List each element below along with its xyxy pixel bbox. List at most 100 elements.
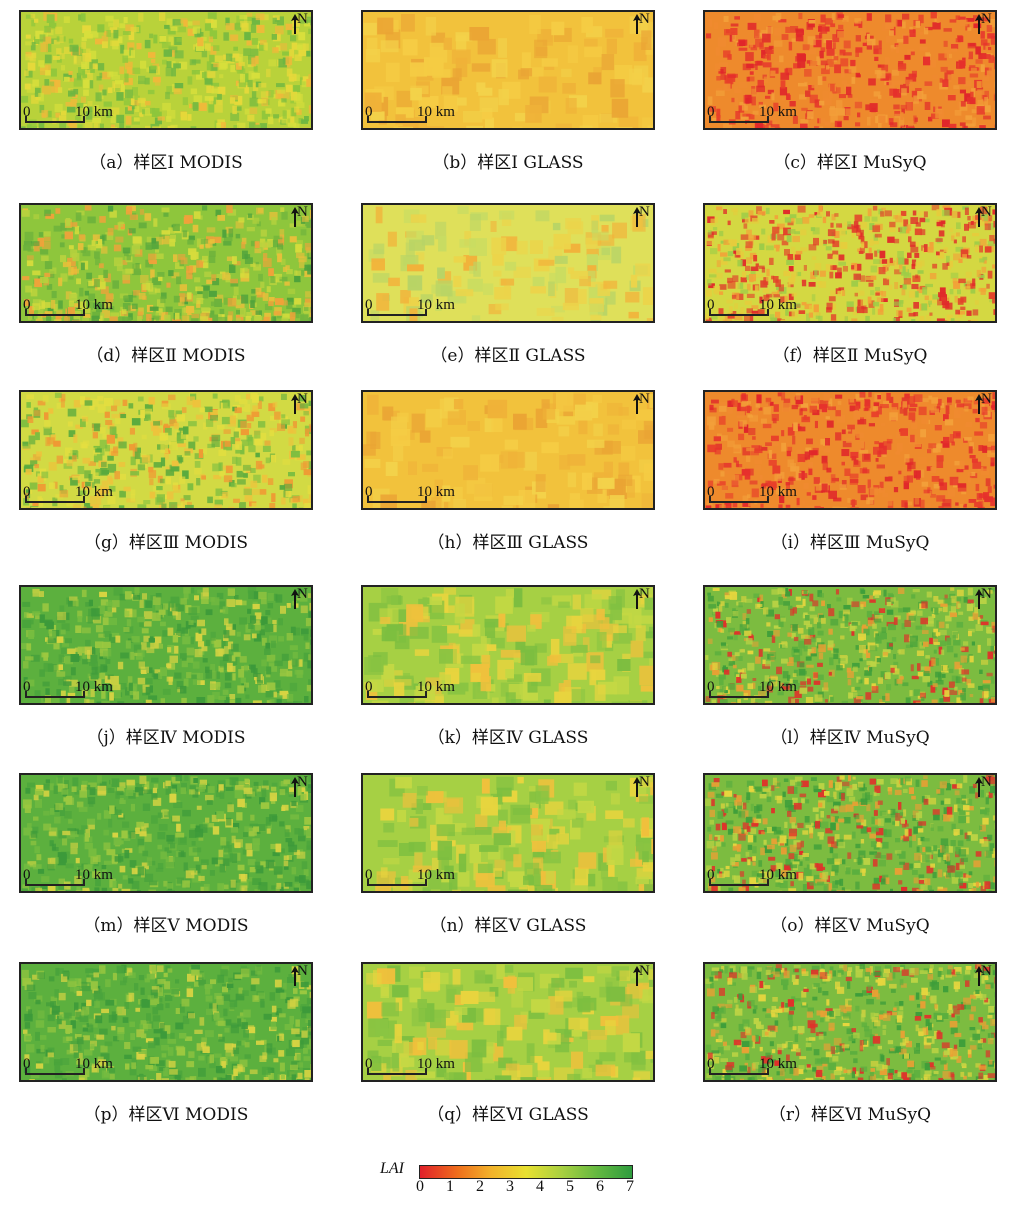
scale-bar-line	[709, 501, 769, 503]
scale-bar-line	[709, 1068, 711, 1074]
scale-zero-label: 0	[707, 1056, 715, 1072]
legend-tick: 4	[536, 1178, 544, 1195]
north-arrow: N	[633, 12, 651, 36]
scale-bar-line	[83, 879, 85, 885]
north-arrow-icon	[633, 966, 641, 986]
legend-label: LAI	[380, 1160, 404, 1177]
scale-bar: 0 10 km	[23, 1056, 143, 1078]
scale-zero-label: 0	[365, 297, 373, 313]
scale-zero-label: 0	[23, 297, 31, 313]
scale-bar-line	[367, 691, 369, 697]
scale-zero-label: 0	[23, 1056, 31, 1072]
scale-bar-line	[83, 496, 85, 502]
north-label: N	[639, 391, 650, 407]
scale-distance-label: 10 km	[759, 297, 797, 313]
scale-distance-label: 10 km	[417, 679, 455, 695]
lai-raster	[705, 12, 995, 128]
map-panel: N 0 10 km （g）样区Ⅲ MODIS	[19, 390, 313, 553]
lai-raster	[363, 964, 653, 1080]
lai-raster	[705, 205, 995, 321]
scale-bar: 0 10 km	[707, 104, 827, 126]
scale-bar-line	[367, 696, 427, 698]
north-arrow: N	[975, 964, 993, 988]
scale-distance-label: 10 km	[417, 1056, 455, 1072]
north-label: N	[981, 774, 992, 790]
scale-zero-label: 0	[365, 867, 373, 883]
north-arrow-icon	[975, 14, 983, 34]
panel-caption: （l）样区Ⅳ MuSyQ	[770, 728, 930, 748]
north-label: N	[981, 204, 992, 220]
lai-raster	[363, 775, 653, 891]
scale-bar-line	[425, 496, 427, 502]
north-arrow: N	[975, 587, 993, 611]
scale-distance-label: 10 km	[759, 1056, 797, 1072]
north-arrow: N	[975, 775, 993, 799]
north-label: N	[981, 586, 992, 602]
scale-bar-line	[767, 691, 769, 697]
north-arrow-icon	[633, 394, 641, 414]
scale-bar: 0 10 km	[365, 679, 485, 701]
north-arrow-icon	[975, 394, 983, 414]
north-arrow: N	[633, 775, 651, 799]
scale-distance-label: 10 km	[75, 484, 113, 500]
panel-caption: （r）样区Ⅵ MuSyQ	[768, 1105, 932, 1125]
lai-map-image: N 0 10 km	[19, 773, 313, 893]
scale-zero-label: 0	[707, 484, 715, 500]
panel-caption: （a）样区Ⅰ MODIS	[89, 153, 243, 173]
north-label: N	[981, 963, 992, 979]
map-panel: N 0 10 km （d）样区Ⅱ MODIS	[19, 203, 313, 366]
scale-bar: 0 10 km	[365, 484, 485, 506]
north-label: N	[981, 11, 992, 27]
north-arrow-icon	[975, 966, 983, 986]
map-panel: N 0 10 km （n）样区Ⅴ GLASS	[361, 773, 655, 936]
scale-bar-line	[25, 696, 85, 698]
scale-zero-label: 0	[365, 1056, 373, 1072]
scale-zero-label: 0	[365, 484, 373, 500]
scale-distance-label: 10 km	[417, 104, 455, 120]
scale-bar-line	[709, 1073, 769, 1075]
north-arrow: N	[291, 392, 309, 416]
panel-caption: （h）样区Ⅲ GLASS	[427, 533, 589, 553]
scale-distance-label: 10 km	[417, 297, 455, 313]
scale-zero-label: 0	[707, 297, 715, 313]
scale-bar-line	[767, 309, 769, 315]
scale-bar-line	[83, 116, 85, 122]
scale-zero-label: 0	[23, 104, 31, 120]
scale-bar-line	[709, 496, 711, 502]
lai-raster	[21, 964, 311, 1080]
lai-raster	[363, 587, 653, 703]
lai-raster	[705, 775, 995, 891]
scale-bar-line	[367, 309, 369, 315]
scale-bar: 0 10 km	[707, 679, 827, 701]
lai-map-image: N 0 10 km	[19, 10, 313, 130]
lai-map-image: N 0 10 km	[19, 390, 313, 510]
north-arrow-icon	[291, 589, 299, 609]
scale-bar-line	[25, 496, 27, 502]
scale-bar-line	[83, 691, 85, 697]
lai-map-image: N 0 10 km	[703, 773, 997, 893]
north-arrow: N	[291, 775, 309, 799]
scale-bar-line	[709, 691, 711, 697]
lai-raster	[363, 392, 653, 508]
lai-map-image: N 0 10 km	[361, 773, 655, 893]
north-arrow: N	[291, 12, 309, 36]
scale-bar: 0 10 km	[707, 1056, 827, 1078]
lai-raster	[21, 12, 311, 128]
scale-bar: 0 10 km	[23, 104, 143, 126]
scale-bar: 0 10 km	[707, 867, 827, 889]
scale-distance-label: 10 km	[759, 679, 797, 695]
scale-bar: 0 10 km	[365, 867, 485, 889]
panel-caption: （b）样区Ⅰ GLASS	[432, 153, 584, 173]
legend-tick: 6	[596, 1178, 604, 1195]
scale-distance-label: 10 km	[417, 867, 455, 883]
scale-bar: 0 10 km	[23, 867, 143, 889]
scale-zero-label: 0	[707, 867, 715, 883]
north-arrow-icon	[291, 394, 299, 414]
map-panel: N 0 10 km （b）样区Ⅰ GLASS	[361, 10, 655, 173]
scale-bar-line	[25, 501, 85, 503]
scale-bar-line	[709, 121, 769, 123]
scale-bar: 0 10 km	[707, 484, 827, 506]
north-label: N	[639, 204, 650, 220]
lai-raster	[705, 392, 995, 508]
legend-color-bar	[419, 1165, 633, 1179]
